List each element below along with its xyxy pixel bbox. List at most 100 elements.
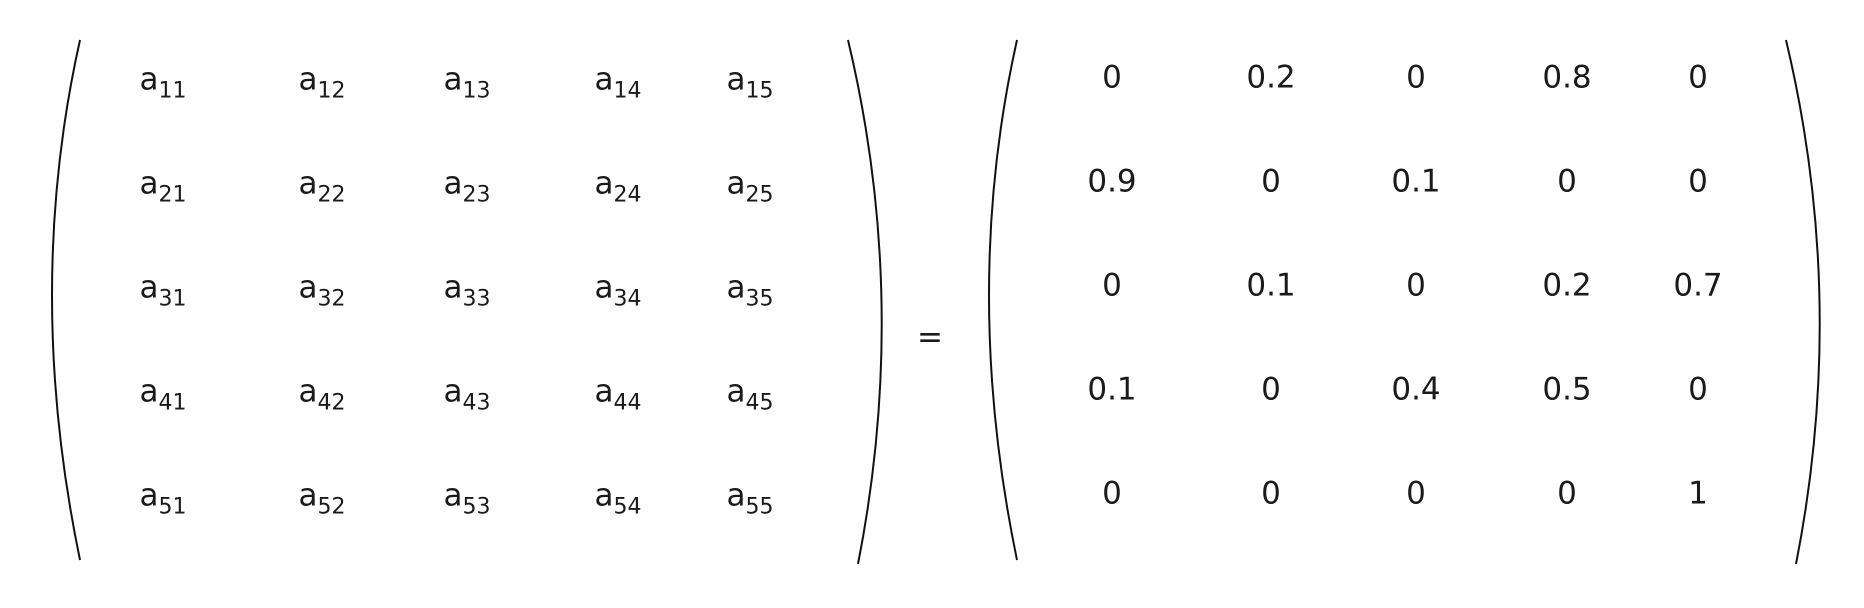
left-matrix-entry: a32 xyxy=(298,269,346,310)
entry-subscript: 53 xyxy=(462,494,491,520)
entry-base: a xyxy=(139,61,159,98)
entry-base: a xyxy=(298,477,318,514)
left-matrix-entry: a54 xyxy=(594,477,642,518)
right-matrix-entry: 0.1 xyxy=(1246,267,1296,304)
left-matrix-entry: a53 xyxy=(443,477,491,518)
entry-subscript: 43 xyxy=(462,390,491,416)
entry-base: a xyxy=(726,477,746,514)
left-matrix-entry: a15 xyxy=(726,61,774,102)
entry-subscript: 23 xyxy=(462,182,491,208)
entry-base: a xyxy=(443,61,463,98)
entry-subscript: 31 xyxy=(158,286,187,312)
right-matrix-entry: 0.5 xyxy=(1542,371,1592,408)
right-matrix-entry: 0 xyxy=(1688,163,1708,200)
entry-subscript: 44 xyxy=(613,390,642,416)
entry-base: a xyxy=(443,269,463,306)
left-matrix-right-paren xyxy=(847,39,883,565)
entry-subscript: 54 xyxy=(613,494,642,520)
entry-base: a xyxy=(443,477,463,514)
entry-subscript: 51 xyxy=(158,494,187,520)
entry-base: a xyxy=(726,61,746,98)
left-matrix-entry: a44 xyxy=(594,373,642,414)
right-matrix-entry: 0.8 xyxy=(1542,59,1592,96)
left-matrix-entry: a55 xyxy=(726,477,774,518)
entry-subscript: 21 xyxy=(158,182,187,208)
entry-base: a xyxy=(139,269,159,306)
entry-base: a xyxy=(298,373,318,410)
left-matrix-left-paren xyxy=(51,39,81,561)
right-matrix-entry: 0.4 xyxy=(1391,371,1441,408)
right-matrix-entry: 0 xyxy=(1406,59,1426,96)
left-matrix-entry: a52 xyxy=(298,477,346,518)
equals-sign: = xyxy=(917,319,943,356)
right-matrix-entry: 0 xyxy=(1261,163,1281,200)
entry-base: a xyxy=(726,269,746,306)
right-matrix-entry: 0 xyxy=(1102,475,1122,512)
entry-subscript: 35 xyxy=(745,286,774,312)
entry-base: a xyxy=(594,165,614,202)
right-matrix-entry: 0.2 xyxy=(1542,267,1592,304)
right-matrix-entry: 0.1 xyxy=(1087,371,1137,408)
left-matrix-entry: a22 xyxy=(298,165,346,206)
entry-base: a xyxy=(139,373,159,410)
entry-base: a xyxy=(139,165,159,202)
entry-subscript: 25 xyxy=(745,182,774,208)
right-matrix-entry: 0 xyxy=(1406,267,1426,304)
entry-base: a xyxy=(594,477,614,514)
left-matrix-entry: a33 xyxy=(443,269,491,310)
left-matrix-entry: a43 xyxy=(443,373,491,414)
left-matrix-entry: a11 xyxy=(139,61,187,102)
entry-base: a xyxy=(139,477,159,514)
entry-subscript: 11 xyxy=(158,78,187,104)
right-matrix-right-paren xyxy=(1785,39,1821,565)
right-matrix-entry: 0 xyxy=(1102,267,1122,304)
entry-subscript: 12 xyxy=(317,78,346,104)
left-matrix-entry: a25 xyxy=(726,165,774,206)
left-matrix-entry: a31 xyxy=(139,269,187,310)
right-matrix-entry: 0 xyxy=(1557,163,1577,200)
left-matrix-entry: a13 xyxy=(443,61,491,102)
entry-subscript: 33 xyxy=(462,286,491,312)
entry-subscript: 13 xyxy=(462,78,491,104)
right-matrix-entry: 0 xyxy=(1406,475,1426,512)
left-matrix-entry: a45 xyxy=(726,373,774,414)
right-matrix-entry: 0 xyxy=(1261,371,1281,408)
right-matrix-entry: 0 xyxy=(1688,59,1708,96)
entry-base: a xyxy=(594,61,614,98)
left-matrix-entry: a35 xyxy=(726,269,774,310)
left-matrix-entry: a23 xyxy=(443,165,491,206)
left-matrix-entry: a41 xyxy=(139,373,187,414)
entry-subscript: 42 xyxy=(317,390,346,416)
right-matrix-left-paren xyxy=(988,39,1018,561)
entry-subscript: 14 xyxy=(613,78,642,104)
entry-base: a xyxy=(726,373,746,410)
right-matrix-entry: 0 xyxy=(1688,371,1708,408)
right-matrix-entry: 0.1 xyxy=(1391,163,1441,200)
right-matrix-entry: 0.7 xyxy=(1673,267,1723,304)
entry-subscript: 32 xyxy=(317,286,346,312)
entry-subscript: 24 xyxy=(613,182,642,208)
entry-base: a xyxy=(726,165,746,202)
entry-base: a xyxy=(298,165,318,202)
right-matrix-entry: 0.2 xyxy=(1246,59,1296,96)
entry-base: a xyxy=(298,61,318,98)
entry-base: a xyxy=(594,373,614,410)
right-matrix-entry: 0.9 xyxy=(1087,163,1137,200)
entry-base: a xyxy=(298,269,318,306)
entry-subscript: 45 xyxy=(745,390,774,416)
entry-subscript: 15 xyxy=(745,78,774,104)
left-matrix-entry: a21 xyxy=(139,165,187,206)
entry-subscript: 41 xyxy=(158,390,187,416)
entry-base: a xyxy=(443,373,463,410)
right-matrix-entry: 0 xyxy=(1102,59,1122,96)
left-matrix-entry: a14 xyxy=(594,61,642,102)
left-matrix-entry: a42 xyxy=(298,373,346,414)
entry-subscript: 55 xyxy=(745,494,774,520)
right-matrix-entry: 1 xyxy=(1688,475,1708,512)
right-matrix-entry: 0 xyxy=(1557,475,1577,512)
entry-subscript: 22 xyxy=(317,182,346,208)
left-matrix-entry: a34 xyxy=(595,272,642,310)
entry-base: a xyxy=(443,165,463,202)
left-matrix-entry: a51 xyxy=(139,477,187,518)
